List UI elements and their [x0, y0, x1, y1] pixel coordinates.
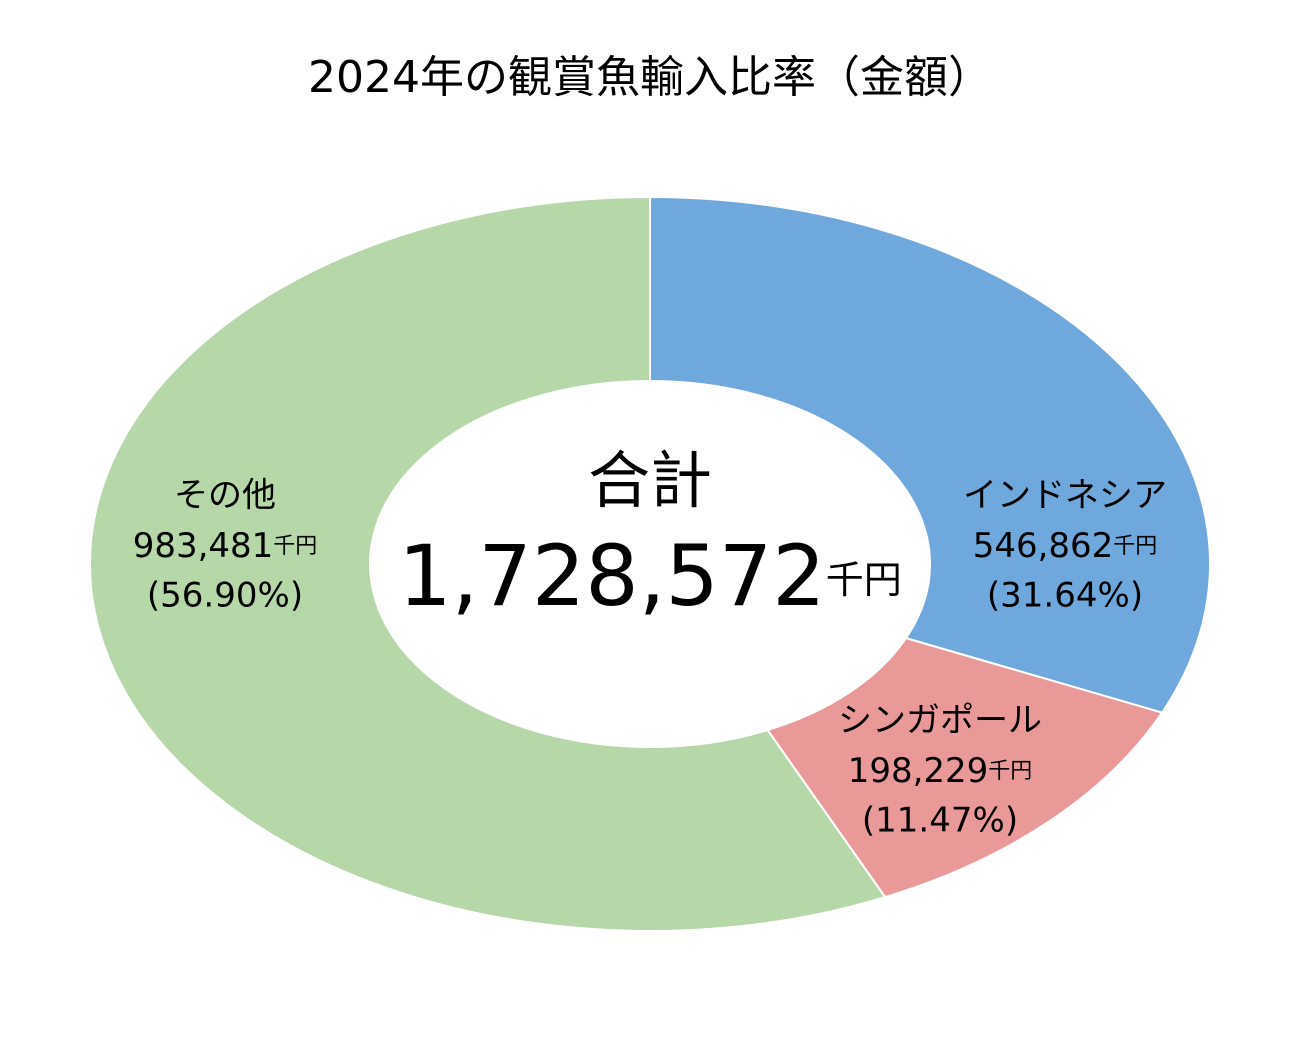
slice-value: 546,862千円: [973, 526, 1158, 566]
slice: [89, 195, 887, 932]
value-label: 983,481: [133, 526, 274, 566]
percent-label: (31.64%): [987, 576, 1143, 616]
slices: [89, 195, 1211, 932]
value-label: 198,229: [848, 751, 989, 791]
total-value: 1,728,572: [398, 527, 826, 625]
percent-label: (11.47%): [862, 801, 1018, 841]
value-unit: 千円: [988, 759, 1032, 784]
slice-name: インドネシア: [963, 476, 1167, 516]
center-label: 合計: [588, 444, 712, 517]
slice-name: その他: [174, 476, 276, 516]
slice-value: 198,229千円: [848, 751, 1033, 791]
value-label: 546,862: [973, 526, 1114, 566]
value-unit: 千円: [1113, 534, 1157, 559]
slice: [649, 195, 1211, 714]
slice-name: シンガポール: [838, 701, 1042, 741]
total-unit: 千円: [826, 558, 902, 602]
chart-title: 2024年の観賞魚輸入比率（金額）: [308, 52, 992, 103]
value-unit: 千円: [273, 534, 317, 559]
center-total: 1,728,572千円: [398, 527, 902, 625]
percent-label: (56.90%): [147, 576, 303, 616]
slice-value: 983,481千円: [133, 526, 318, 566]
slice: [765, 636, 1164, 899]
